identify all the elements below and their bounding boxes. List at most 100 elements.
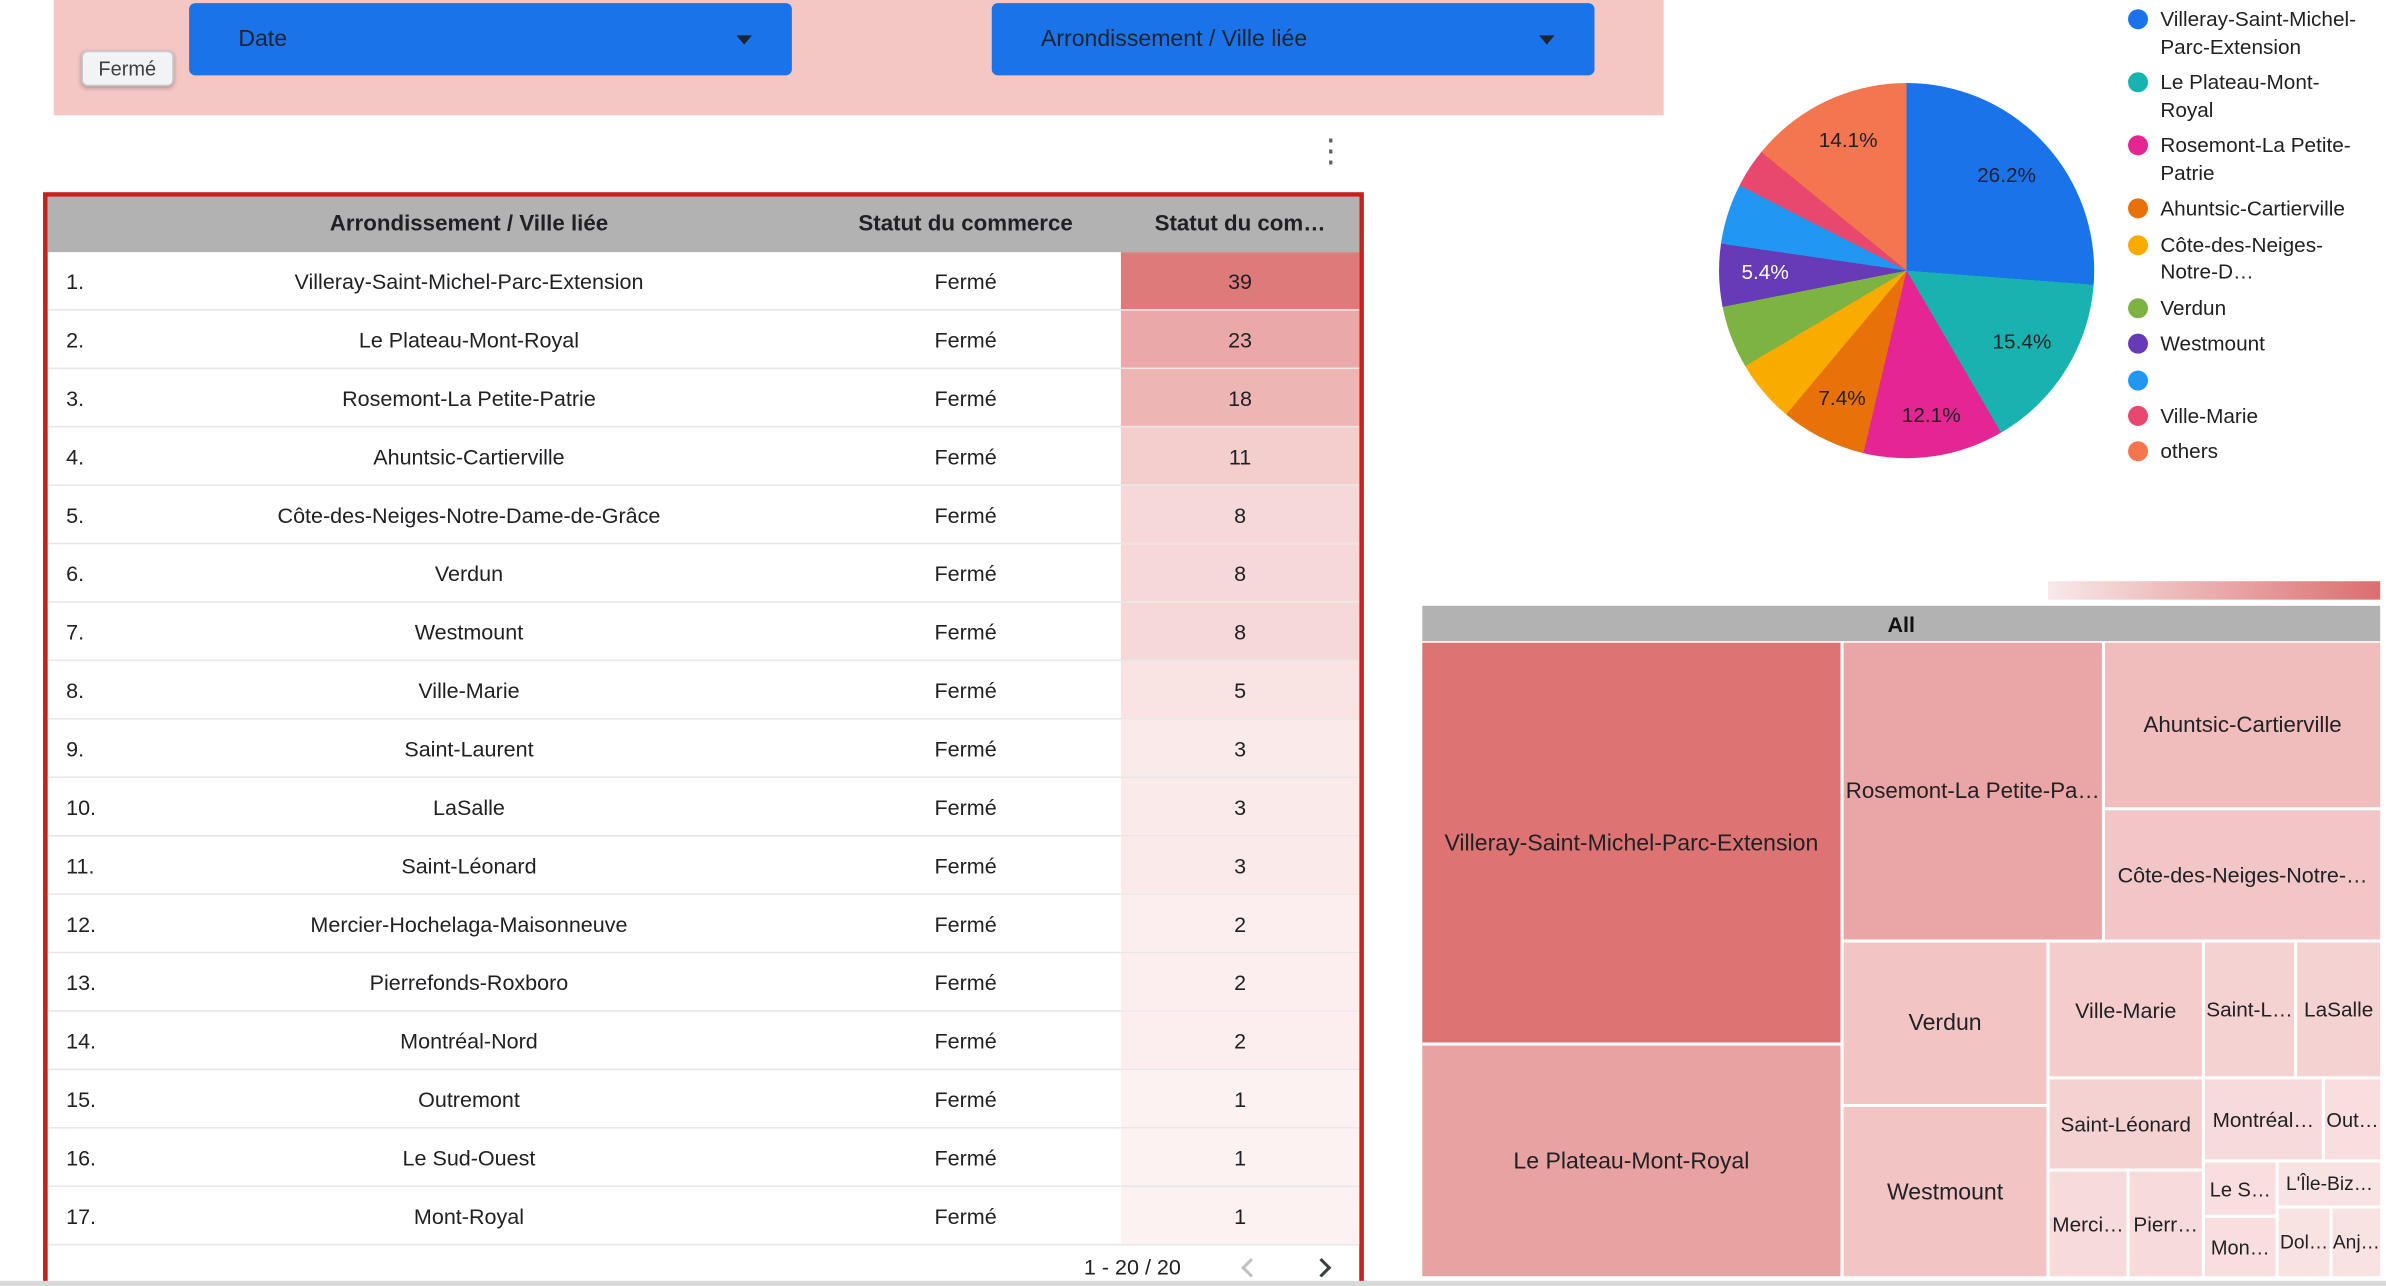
- treemap-cell[interactable]: Pierr…: [2129, 1171, 2202, 1277]
- legend-item[interactable]: Rosemont-La Petite-Patrie: [2128, 132, 2380, 186]
- header-statut[interactable]: Statut du commerce: [858, 212, 1073, 237]
- row-status: Fermé: [934, 1144, 997, 1170]
- legend-label: others: [2160, 439, 2219, 463]
- table-row[interactable]: 3. Rosemont-La Petite-Patrie Fermé 18: [47, 369, 1360, 428]
- treemap-cell[interactable]: Dol…: [2278, 1208, 2330, 1277]
- row-arrondissement: Verdun: [434, 560, 504, 586]
- table-row[interactable]: 1. Villeray-Saint-Michel-Parc-Extension Fe…: [47, 252, 1360, 311]
- treemap-cell[interactable]: Saint-Léonard: [2049, 1079, 2202, 1169]
- table-row[interactable]: 8. Ville-Marie Fermé 5: [47, 661, 1360, 720]
- table-row[interactable]: 7. Westmount Fermé 8: [47, 602, 1360, 662]
- pie-data-label: 14.1%: [1818, 128, 1878, 152]
- treemap-body: Villeray-Saint-Michel-Parc-Extension Le P…: [1422, 642, 2381, 1277]
- legend-label: Côte-des-Neiges-Notre-D…: [2160, 232, 2324, 283]
- arrondissement-filter-dropdown[interactable]: Arrondissement / Ville liée: [991, 3, 1595, 76]
- row-arrondissement: Rosemont-La Petite-Patrie: [342, 385, 596, 410]
- legend-item[interactable]: [2128, 367, 2380, 393]
- table-row[interactable]: 4. Ahuntsic-Cartierville Fermé 11: [47, 427, 1360, 486]
- treemap-color-scale: [2048, 581, 2381, 600]
- row-count-heatmap-cell: 5: [1120, 661, 1360, 719]
- row-arrondissement: Ville-Marie: [418, 677, 520, 702]
- treemap-cell-label: Saint-Léonard: [2060, 1112, 2191, 1136]
- table-row[interactable]: 11. Saint-Léonard Fermé 3: [47, 836, 1360, 895]
- legend-color-dot: [2128, 9, 2149, 30]
- date-filter-dropdown[interactable]: Date: [189, 3, 792, 76]
- row-rank: 4.: [66, 443, 85, 469]
- row-count-heatmap-cell: 2: [1120, 894, 1360, 952]
- table-row[interactable]: 2. Le Plateau-Mont-Royal Fermé 23: [47, 310, 1360, 370]
- header-statut-count[interactable]: Statut du com…: [1154, 212, 1326, 237]
- treemap-cell-label: LaSalle: [2304, 997, 2374, 1021]
- legend-item[interactable]: Westmount: [2128, 331, 2380, 358]
- treemap-cell[interactable]: Westmount: [1843, 1107, 2047, 1277]
- legend-item[interactable]: Ville-Marie: [2128, 402, 2380, 429]
- row-count-heatmap-cell: 23: [1120, 310, 1360, 368]
- treemap-cell[interactable]: Mon…: [2204, 1217, 2276, 1277]
- pie-data-label: 12.1%: [1901, 403, 1961, 427]
- treemap-cell[interactable]: Montréal…: [2204, 1079, 2322, 1160]
- header-rank: [48, 197, 128, 252]
- row-arrondissement: Mont-Royal: [413, 1203, 525, 1228]
- treemap-cell[interactable]: Saint-L…: [2204, 942, 2295, 1077]
- treemap-cell[interactable]: LaSalle: [2297, 942, 2381, 1077]
- legend-label: Le Plateau-Mont-Royal: [2160, 70, 2320, 121]
- table-row[interactable]: 5. Côte-des-Neiges-Notre-Dame-de-Grâce Fer…: [47, 485, 1360, 545]
- row-arrondissement: Côte-des-Neiges-Notre-Dame-de-Grâce: [277, 502, 661, 527]
- treemap-cell[interactable]: Verdun: [1843, 942, 2047, 1104]
- treemap-cell[interactable]: Anj…: [2332, 1208, 2381, 1277]
- legend-item[interactable]: others: [2128, 438, 2380, 465]
- more-options-icon[interactable]: ⋮: [1314, 133, 1347, 170]
- table-row[interactable]: 12. Mercier-Hochelaga-Maisonneuve Fermé 2: [47, 894, 1360, 954]
- treemap-cell-label: Montréal…: [2212, 1107, 2315, 1131]
- treemap-cell[interactable]: Le S…: [2204, 1162, 2276, 1215]
- legend-item[interactable]: Le Plateau-Mont-Royal: [2128, 69, 2380, 123]
- treemap-cell[interactable]: Le Plateau-Mont-Royal: [1422, 1045, 1841, 1277]
- table-row[interactable]: 16. Le Sud-Ouest Fermé 1: [47, 1128, 1360, 1188]
- legend-item[interactable]: Ahuntsic-Cartierville: [2128, 195, 2380, 222]
- arrondissement-filter-label: Arrondissement / Ville liée: [1040, 26, 1308, 53]
- table-row[interactable]: 10. LaSalle Fermé 3: [47, 778, 1360, 837]
- table-pagination: 1 - 20 / 20: [48, 1245, 1360, 1286]
- table-row[interactable]: 13. Pierrefonds-Roxboro Fermé 2: [47, 953, 1360, 1012]
- legend-item[interactable]: Villeray-Saint-Michel-Parc-Extension: [2128, 6, 2380, 60]
- row-rank: 10.: [66, 794, 97, 819]
- row-arrondissement: Pierrefonds-Roxboro: [369, 969, 569, 995]
- treemap-cell[interactable]: Côte-des-Neiges-Notre-…: [2104, 810, 2381, 940]
- treemap-cell[interactable]: Rosemont-La Petite-Pa…: [1843, 642, 2102, 940]
- pie-chart[interactable]: 26.2% 15.4% 12.1% 7.4% 5.4% 14.1%: [1719, 83, 2095, 459]
- legend-color-dot: [2128, 234, 2149, 255]
- treemap-cell[interactable]: Out…: [2324, 1079, 2381, 1160]
- header-arrondissement[interactable]: Arrondissement / Ville liée: [329, 212, 609, 237]
- treemap-cell[interactable]: Ahuntsic-Cartierville: [2104, 642, 2381, 808]
- treemap-cell[interactable]: L'Île-Biz…: [2278, 1162, 2381, 1206]
- treemap-cell[interactable]: Ville-Marie: [2049, 942, 2202, 1077]
- legend-label: Ahuntsic-Cartierville: [2160, 196, 2345, 220]
- table-row[interactable]: 15. Outremont Fermé 1: [47, 1070, 1360, 1129]
- row-count-heatmap-cell: 3: [1120, 719, 1360, 777]
- row-status: Fermé: [934, 1203, 997, 1228]
- table-body: 1. Villeray-Saint-Michel-Parc-Extension Fe…: [47, 252, 1360, 1246]
- treemap-cell[interactable]: Merci…: [2049, 1171, 2127, 1277]
- row-count-heatmap-cell: 1: [1120, 1187, 1360, 1244]
- date-filter-label: Date: [238, 26, 288, 53]
- row-status: Fermé: [934, 560, 997, 586]
- row-arrondissement: Le Plateau-Mont-Royal: [358, 326, 580, 352]
- legend-color-dot: [2128, 72, 2149, 93]
- table-row[interactable]: 6. Verdun Fermé 8: [47, 544, 1360, 603]
- treemap-cell[interactable]: Villeray-Saint-Michel-Parc-Extension: [1422, 642, 1841, 1043]
- row-status: Fermé: [934, 911, 997, 936]
- legend-label: Villeray-Saint-Michel-Parc-Extension: [2160, 7, 2357, 58]
- row-rank: 7.: [66, 618, 85, 644]
- table-row[interactable]: 9. Saint-Laurent Fermé 3: [47, 719, 1360, 779]
- chevron-right-icon: [1311, 1257, 1331, 1277]
- treemap-cell-label: Rosemont-La Petite-Pa…: [1845, 778, 2100, 804]
- treemap-cell-label: Westmount: [1886, 1178, 2004, 1205]
- treemap-cell-label: Ville-Marie: [2075, 997, 2177, 1022]
- legend-item[interactable]: Verdun: [2128, 294, 2380, 321]
- legend-item[interactable]: Côte-des-Neiges-Notre-D…: [2128, 231, 2380, 285]
- table-row[interactable]: 14. Montréal-Nord Fermé 2: [47, 1011, 1360, 1071]
- treemap-header[interactable]: All: [1422, 605, 2381, 642]
- table-row[interactable]: 17. Mont-Royal Fermé 1: [47, 1187, 1360, 1246]
- row-arrondissement: LaSalle: [433, 794, 505, 819]
- row-arrondissement: Mercier-Hochelaga-Maisonneuve: [310, 911, 628, 936]
